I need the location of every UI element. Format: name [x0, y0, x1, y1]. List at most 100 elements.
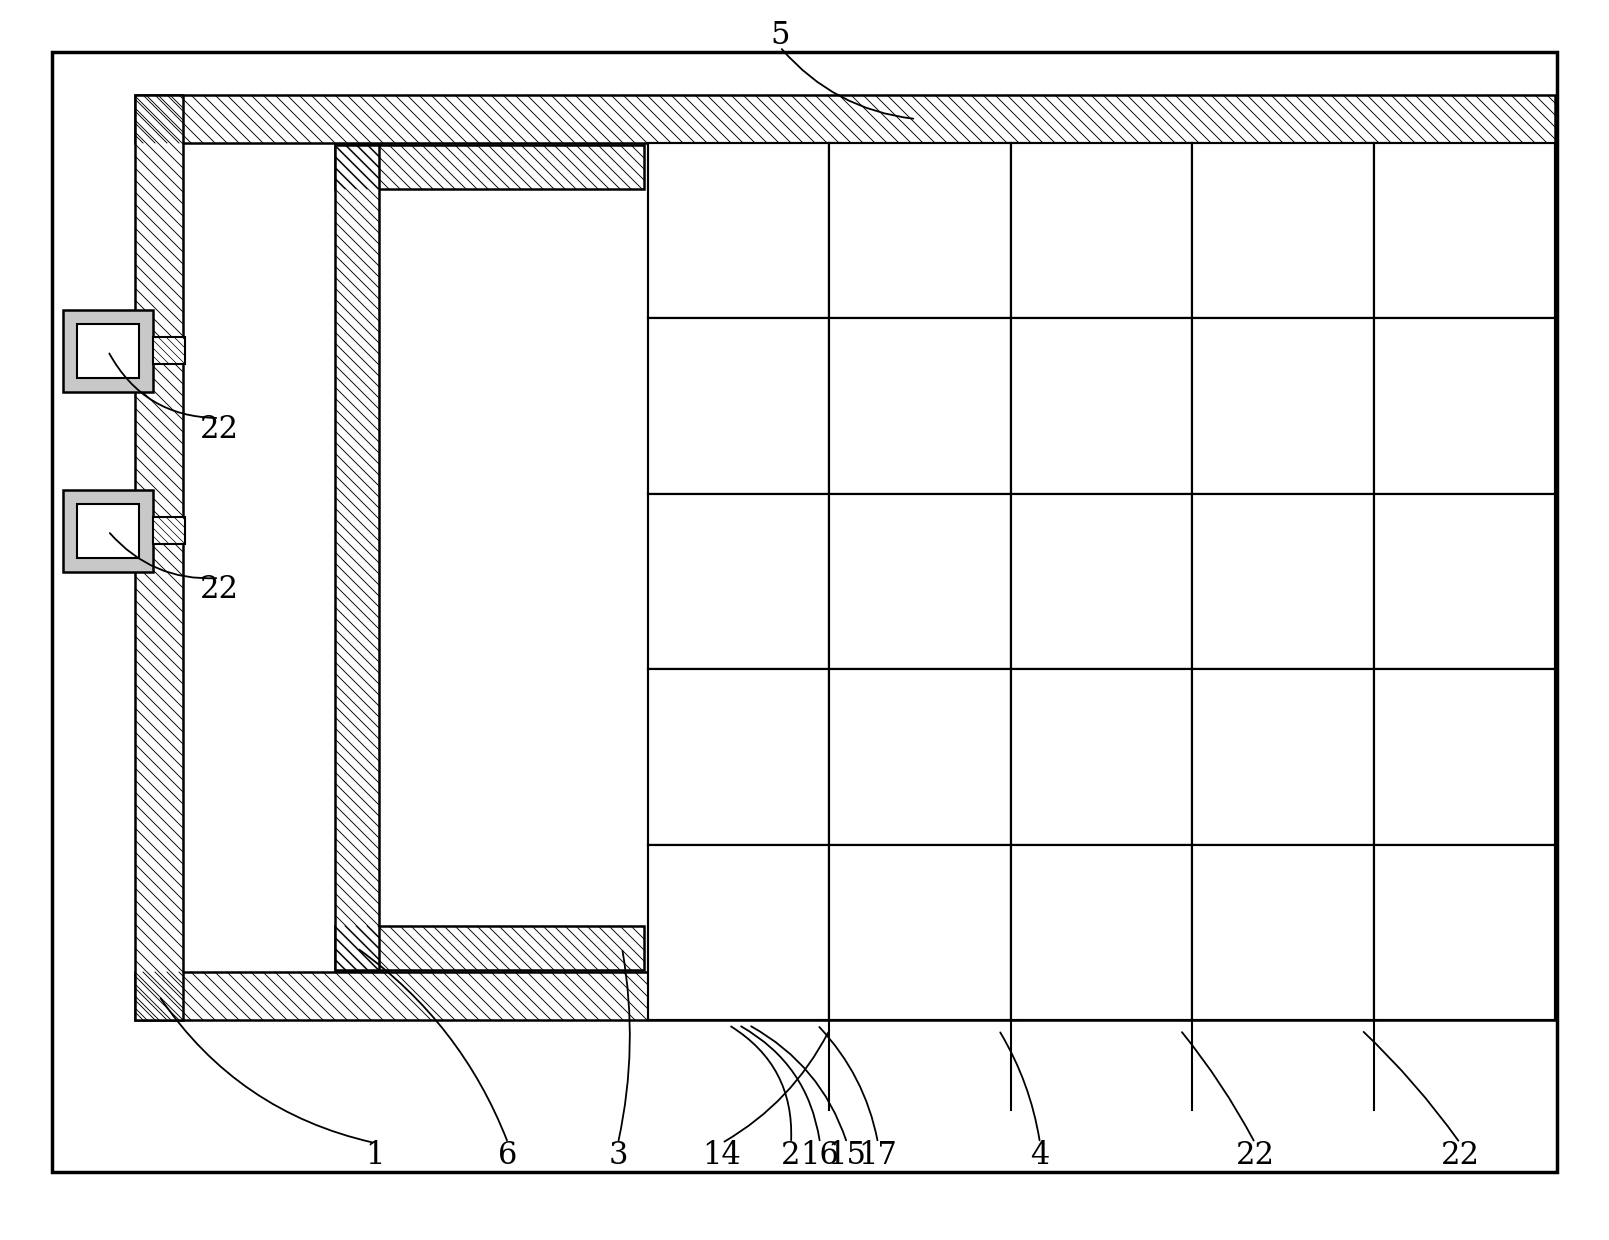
Bar: [1192, 568, 1374, 591]
Bar: [1197, 417, 1369, 489]
Bar: [1015, 324, 1187, 392]
Bar: [335, 145, 644, 188]
Bar: [1091, 1006, 1112, 1016]
Bar: [1010, 319, 1192, 494]
Bar: [1141, 655, 1154, 661]
Bar: [1374, 143, 1554, 319]
Bar: [653, 242, 824, 314]
Bar: [1010, 568, 1192, 591]
Bar: [1374, 844, 1554, 1021]
Bar: [829, 143, 1010, 319]
Bar: [1010, 392, 1192, 417]
Bar: [1379, 148, 1549, 217]
Bar: [1010, 919, 1192, 942]
Bar: [1455, 304, 1474, 314]
Bar: [999, 143, 1023, 1021]
Text: 17: 17: [859, 1140, 898, 1171]
Bar: [729, 480, 748, 489]
Bar: [961, 1006, 973, 1012]
Bar: [653, 148, 824, 217]
Text: 15: 15: [827, 1140, 867, 1171]
Bar: [1504, 480, 1517, 486]
Bar: [1192, 494, 1374, 670]
Bar: [1192, 494, 1374, 670]
Bar: [1374, 392, 1554, 417]
Bar: [1192, 844, 1374, 1021]
Bar: [648, 844, 829, 1021]
Bar: [1010, 844, 1192, 1021]
Bar: [1323, 655, 1335, 661]
Bar: [1091, 831, 1112, 839]
Bar: [1504, 1006, 1517, 1012]
Bar: [911, 655, 930, 665]
Bar: [1504, 304, 1517, 311]
Bar: [648, 143, 829, 319]
Bar: [1010, 143, 1192, 319]
Bar: [1379, 498, 1549, 568]
Bar: [1010, 743, 1192, 768]
Bar: [648, 319, 829, 494]
Bar: [1379, 849, 1549, 919]
Bar: [829, 494, 1010, 670]
Bar: [829, 319, 1010, 494]
Bar: [829, 217, 1010, 242]
Bar: [1192, 143, 1374, 319]
Bar: [648, 494, 829, 670]
Bar: [648, 143, 829, 319]
Bar: [1379, 591, 1549, 665]
Bar: [1010, 217, 1192, 242]
Bar: [835, 675, 1006, 743]
Bar: [1197, 324, 1369, 392]
Bar: [1192, 670, 1374, 844]
Bar: [1455, 655, 1474, 665]
Bar: [1015, 417, 1187, 489]
Bar: [77, 503, 138, 558]
Bar: [1374, 319, 1554, 494]
Bar: [835, 242, 1006, 314]
Bar: [829, 670, 1010, 844]
Bar: [653, 498, 824, 568]
Bar: [1197, 942, 1369, 1016]
Bar: [779, 655, 792, 661]
Bar: [1192, 392, 1374, 417]
Bar: [153, 517, 185, 544]
Bar: [1374, 319, 1554, 494]
Bar: [1361, 143, 1385, 1021]
Bar: [648, 217, 829, 242]
Bar: [1197, 498, 1369, 568]
Bar: [961, 480, 973, 486]
Bar: [653, 768, 824, 839]
Bar: [653, 417, 824, 489]
Bar: [1192, 743, 1374, 768]
Text: 14: 14: [703, 1140, 742, 1171]
Bar: [729, 304, 748, 314]
Text: 22: 22: [1440, 1140, 1480, 1171]
Bar: [1374, 568, 1554, 591]
Bar: [1323, 480, 1335, 486]
Text: 6: 6: [499, 1140, 518, 1171]
Bar: [835, 942, 1006, 1016]
Bar: [829, 743, 1010, 768]
Bar: [1379, 942, 1549, 1016]
Bar: [829, 919, 1010, 942]
Text: 3: 3: [608, 1140, 628, 1171]
Bar: [835, 768, 1006, 839]
Bar: [1015, 498, 1187, 568]
Bar: [1010, 494, 1192, 670]
Bar: [1015, 591, 1187, 665]
Bar: [1374, 670, 1554, 844]
Bar: [653, 849, 824, 919]
Bar: [1192, 217, 1374, 242]
Bar: [1197, 242, 1369, 314]
Bar: [1010, 844, 1192, 1021]
Bar: [648, 919, 829, 942]
Bar: [829, 143, 1010, 319]
Bar: [1273, 1006, 1294, 1016]
Bar: [1197, 675, 1369, 743]
Bar: [1455, 1006, 1474, 1016]
Bar: [829, 844, 1010, 1021]
Bar: [829, 670, 1010, 844]
Bar: [1141, 480, 1154, 486]
Bar: [1374, 919, 1554, 942]
Text: 22: 22: [200, 414, 238, 445]
